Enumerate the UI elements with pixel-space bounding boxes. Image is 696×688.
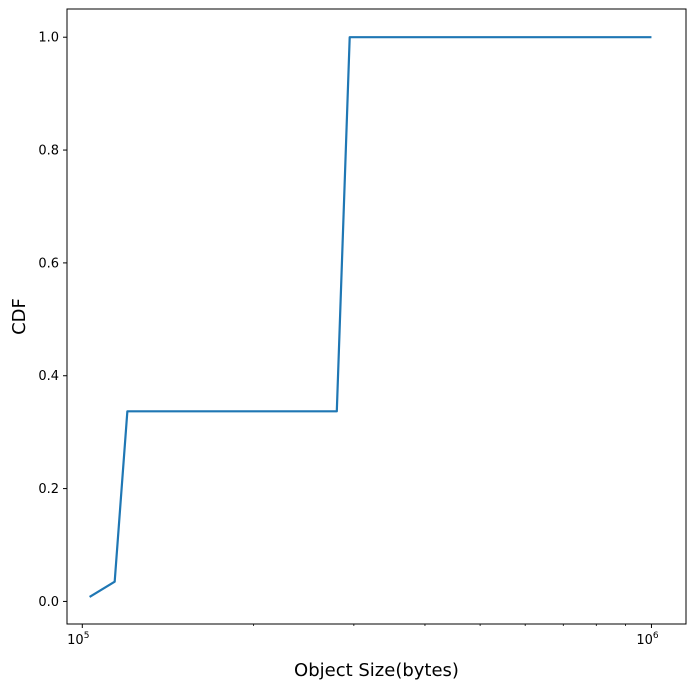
- series-layer: [89, 36, 652, 598]
- y-axis-ticks: 0.0 0.2 0.4 0.6 0.8 1.0: [38, 31, 67, 610]
- plot-frame: [66, 8, 687, 625]
- x-tick-label: 106: [636, 631, 659, 648]
- x-axis-ticks: 105 106: [67, 624, 659, 648]
- y-tick-label: 0.4: [38, 369, 59, 384]
- y-axis-label: CDF: [9, 298, 30, 335]
- cdf-line-series: [89, 36, 652, 598]
- y-tick-label: 0.8: [38, 144, 59, 159]
- y-tick-label: 0.0: [38, 595, 59, 610]
- y-tick-label: 0.6: [38, 256, 59, 271]
- x-axis-label: Object Size(bytes): [294, 660, 459, 681]
- y-tick-label: 1.0: [38, 31, 59, 46]
- y-tick-label: 0.2: [38, 482, 59, 497]
- x-tick-label: 105: [67, 631, 89, 648]
